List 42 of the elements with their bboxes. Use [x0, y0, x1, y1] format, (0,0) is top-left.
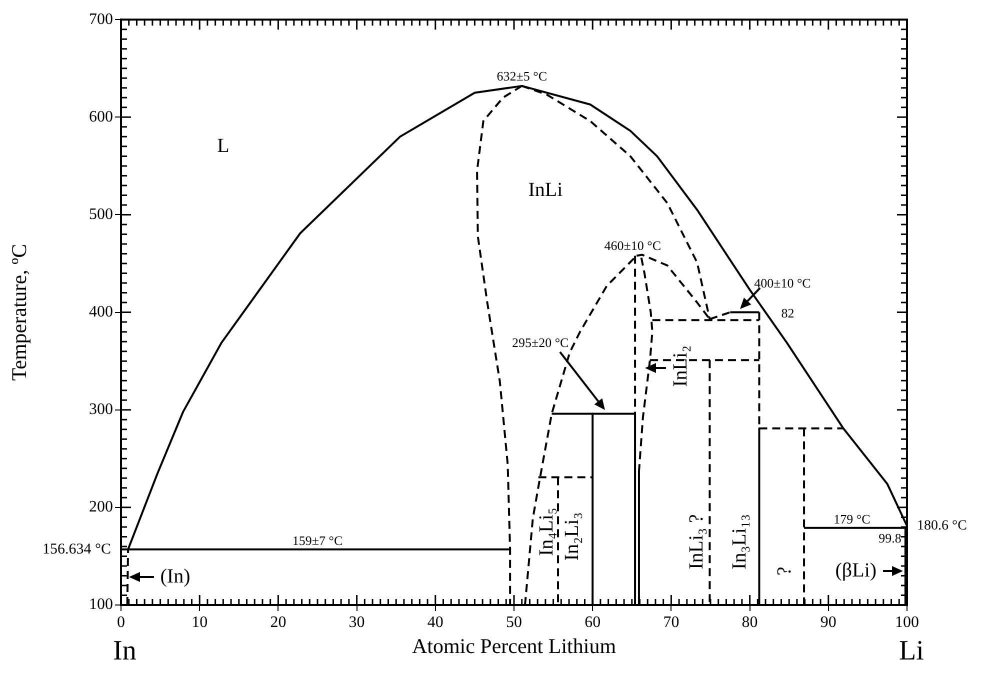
- y-tick-label: 100: [89, 596, 113, 614]
- annotation: InLi₂: [670, 345, 692, 387]
- annotation: ?: [773, 566, 796, 576]
- x-tick-label: 10: [192, 614, 208, 631]
- x-tick-label: 80: [742, 614, 758, 631]
- annotation: 180.6 °C: [917, 518, 967, 534]
- annotation: 295±20 °C: [512, 334, 569, 350]
- text: In: [113, 635, 136, 666]
- x-tick-label: 70: [663, 614, 680, 631]
- annotation: InLi: [528, 178, 564, 201]
- annotation: 632±5 °C: [496, 68, 547, 84]
- annotation: 460±10 °C: [604, 238, 661, 254]
- y-axis-title: Temperature, ºC: [7, 244, 32, 381]
- x-tick-label: 40: [427, 614, 444, 631]
- x-tick-label: 0: [117, 614, 125, 631]
- x-tick-label: 20: [270, 614, 286, 631]
- annotation: (βLi): [835, 559, 877, 582]
- x-tick-label: 30: [348, 614, 365, 631]
- y-tick-label: 700: [89, 10, 113, 28]
- annotation: L: [217, 134, 230, 157]
- y-tick-label: 300: [89, 401, 113, 418]
- annotation: InLi₃ ?: [685, 514, 708, 570]
- annotation: In₃Li₁₃: [728, 514, 751, 570]
- annotation: In₄Li₅: [535, 508, 558, 556]
- y-tick-label: 400: [89, 304, 113, 321]
- annotation: 82: [781, 306, 794, 321]
- annotation: 156.634 °C: [42, 541, 111, 558]
- x-tick-label: 60: [584, 614, 601, 631]
- x-tick-label: 90: [820, 614, 836, 631]
- annotation: In₂Li₃: [561, 512, 584, 561]
- y-tick-label: 600: [89, 108, 113, 126]
- annotation: 400±10 °C: [754, 276, 811, 291]
- y-tick-label: 200: [89, 498, 113, 516]
- x-tick-label: 100: [895, 614, 919, 631]
- x-tick-label: 50: [506, 614, 522, 631]
- annotation: 179 °C: [834, 511, 870, 526]
- text: Li: [899, 635, 924, 666]
- annotation: 99.8: [878, 530, 902, 546]
- y-tick-label: 500: [89, 206, 113, 223]
- annotation: (In): [160, 566, 190, 588]
- annotation: 159±7 °C: [292, 532, 343, 548]
- x-axis-title: Atomic Percent Lithium: [412, 634, 616, 658]
